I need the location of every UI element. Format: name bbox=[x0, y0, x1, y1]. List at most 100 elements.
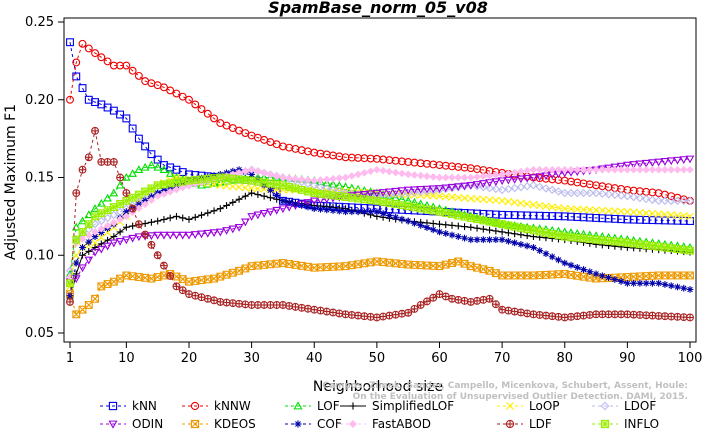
data-point bbox=[78, 84, 87, 93]
legend-label: kNNW bbox=[214, 399, 251, 413]
data-point bbox=[141, 220, 149, 227]
data-point bbox=[504, 184, 513, 194]
data-point bbox=[109, 158, 118, 166]
data-point bbox=[466, 297, 475, 306]
data-point bbox=[259, 209, 269, 218]
data-point bbox=[504, 229, 512, 237]
data-point bbox=[611, 165, 619, 174]
legend-label: ODIN bbox=[132, 417, 163, 431]
data-point bbox=[467, 194, 475, 203]
data-point bbox=[517, 167, 525, 176]
data-point bbox=[428, 185, 438, 194]
data-point bbox=[91, 126, 100, 135]
data-point bbox=[78, 227, 87, 236]
data-point bbox=[78, 235, 87, 244]
legend: kNN kNNW LOF SimplifiedLOF LoOP LDOF ODIN KDEOS… bbox=[100, 399, 659, 431]
data-point bbox=[636, 208, 644, 217]
legend-marker bbox=[505, 419, 515, 429]
data-point bbox=[454, 173, 463, 182]
data-point bbox=[686, 313, 694, 322]
data-point bbox=[347, 172, 356, 180]
data-point bbox=[147, 184, 156, 193]
data-point bbox=[404, 202, 413, 211]
data-point bbox=[90, 219, 100, 229]
data-point bbox=[354, 208, 362, 216]
data-point bbox=[172, 282, 181, 291]
data-point bbox=[417, 221, 425, 229]
data-point bbox=[598, 189, 607, 198]
data-point bbox=[454, 222, 462, 230]
data-point bbox=[423, 191, 431, 200]
data-point bbox=[410, 304, 419, 313]
data-point bbox=[585, 165, 594, 174]
data-point bbox=[460, 173, 469, 182]
data-point bbox=[372, 313, 381, 322]
data-point bbox=[109, 188, 119, 197]
data-point bbox=[529, 200, 538, 209]
data-point bbox=[554, 165, 563, 174]
data-point bbox=[504, 169, 513, 178]
data-point bbox=[642, 165, 650, 174]
data-point bbox=[510, 222, 519, 231]
data-point bbox=[153, 231, 163, 240]
data-point bbox=[216, 205, 224, 212]
data-point bbox=[404, 170, 413, 179]
data-point bbox=[642, 279, 650, 287]
data-point bbox=[128, 169, 137, 177]
data-point bbox=[160, 190, 168, 198]
data-point bbox=[654, 271, 663, 280]
legend-marker bbox=[600, 419, 610, 429]
data-point bbox=[616, 191, 626, 200]
legend-item-ldf: LDF bbox=[497, 417, 552, 431]
data-point bbox=[128, 193, 137, 202]
data-point bbox=[598, 206, 607, 215]
data-point bbox=[566, 188, 576, 198]
data-point bbox=[391, 190, 400, 199]
data-point bbox=[297, 303, 306, 312]
legend-item-lof: LOF bbox=[285, 399, 340, 413]
legend-label: LDF bbox=[529, 417, 552, 431]
data-point bbox=[72, 259, 80, 267]
data-point bbox=[617, 207, 625, 216]
data-point bbox=[522, 182, 532, 191]
data-point bbox=[191, 213, 199, 221]
series-line bbox=[69, 42, 691, 202]
legend-marker bbox=[349, 402, 357, 410]
data-point bbox=[122, 189, 131, 198]
data-point bbox=[548, 230, 557, 239]
data-point bbox=[635, 193, 645, 203]
data-point bbox=[165, 231, 175, 240]
data-point bbox=[72, 72, 81, 81]
data-point bbox=[322, 178, 332, 187]
data-point bbox=[403, 186, 413, 195]
data-point bbox=[360, 208, 368, 216]
data-point bbox=[485, 294, 494, 303]
data-point bbox=[379, 166, 387, 175]
data-point bbox=[135, 200, 143, 208]
data-point bbox=[479, 182, 488, 192]
data-point bbox=[329, 207, 337, 214]
data-point bbox=[579, 188, 588, 198]
legend-marker bbox=[600, 401, 610, 411]
data-point bbox=[115, 180, 125, 189]
legend-marker bbox=[293, 401, 303, 410]
data-point bbox=[654, 165, 663, 174]
y-tick-label: 0.20 bbox=[25, 93, 54, 108]
data-point bbox=[190, 231, 200, 239]
data-point bbox=[173, 212, 180, 220]
data-point bbox=[510, 176, 519, 184]
data-point bbox=[673, 211, 682, 220]
data-point bbox=[516, 175, 526, 184]
data-point bbox=[604, 165, 613, 174]
data-point bbox=[91, 239, 99, 247]
data-point bbox=[416, 301, 425, 309]
data-point bbox=[605, 274, 612, 282]
data-point bbox=[91, 294, 100, 303]
data-point bbox=[329, 174, 337, 183]
legend-item-inflo: INFLO bbox=[592, 417, 659, 431]
series-fastabod bbox=[66, 165, 694, 281]
data-point bbox=[323, 206, 331, 214]
data-point bbox=[648, 209, 657, 218]
data-point bbox=[122, 114, 131, 123]
data-point bbox=[516, 182, 526, 192]
